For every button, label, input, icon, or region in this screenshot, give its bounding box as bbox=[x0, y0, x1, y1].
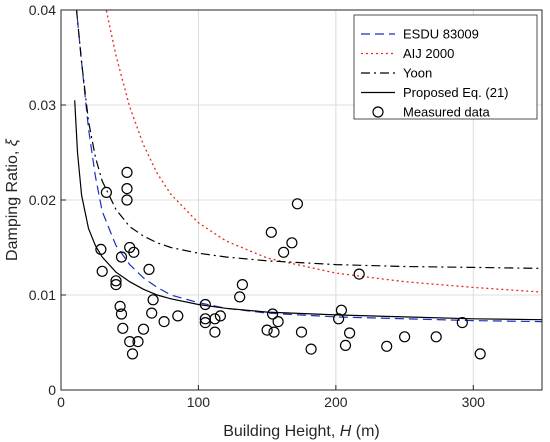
x-axis-label: Building Height, H (m) bbox=[223, 423, 380, 440]
x-tick-label: 100 bbox=[187, 394, 211, 410]
measured-data-point bbox=[399, 331, 411, 343]
x-axis-label-text: Building Height, bbox=[223, 423, 340, 440]
y-axis-label-text: Damping Ratio, bbox=[4, 146, 21, 261]
measured-data-point bbox=[267, 308, 279, 320]
measured-data-point bbox=[110, 279, 122, 291]
measured-data-point bbox=[121, 183, 133, 195]
measured-data-point bbox=[100, 186, 113, 198]
y-tick-label: 0.04 bbox=[29, 2, 56, 18]
measured-data-point bbox=[335, 304, 347, 316]
measured-data-point bbox=[172, 310, 184, 322]
measured-data-point bbox=[124, 336, 136, 348]
measured-data-point bbox=[236, 279, 248, 291]
measured-data-point bbox=[295, 326, 308, 338]
series-line-yoon bbox=[75, 10, 542, 269]
measured-data-point bbox=[117, 322, 129, 334]
measured-data-point bbox=[234, 291, 246, 303]
measured-data-point bbox=[137, 323, 150, 335]
y-axis-label: Damping Ratio, ξ bbox=[4, 138, 21, 261]
measured-data-point bbox=[96, 265, 108, 277]
measured-data-point bbox=[209, 326, 221, 338]
measured-data-point bbox=[474, 348, 486, 360]
legend-box bbox=[353, 14, 538, 120]
plot-frame bbox=[60, 9, 543, 391]
legend-label: Measured data bbox=[403, 105, 490, 120]
x-axis-label-variable: H bbox=[340, 423, 352, 440]
measured-data-point bbox=[214, 310, 226, 322]
measured-data-point bbox=[339, 339, 352, 351]
series-line-aij-2000 bbox=[105, 10, 542, 293]
y-tick-label: 0.03 bbox=[29, 97, 56, 113]
measured-data-point bbox=[121, 166, 133, 178]
measured-data-point bbox=[114, 300, 126, 312]
legend-label: Proposed Eq. (21) bbox=[403, 85, 509, 100]
measured-data-point bbox=[261, 324, 273, 336]
measured-data-point bbox=[126, 348, 139, 360]
legend-label: Yoon bbox=[403, 66, 432, 81]
legend: ESDU 83009 AIJ 2000 Yoon Proposed Eq. (21) M… bbox=[353, 14, 538, 120]
measured-data-point bbox=[199, 298, 211, 311]
series-line-esdu-83009 bbox=[75, 10, 542, 323]
measured-data-point bbox=[278, 246, 290, 258]
measured-data-point bbox=[199, 317, 211, 329]
legend-label: AIJ 2000 bbox=[403, 46, 454, 61]
legend-swatch-measured-data bbox=[372, 106, 384, 118]
y-tick-label: 0 bbox=[48, 382, 56, 398]
y-tick-label: 0.02 bbox=[29, 192, 56, 208]
measured-data-point bbox=[143, 263, 155, 275]
measured-data-point bbox=[95, 243, 107, 255]
y-axis-ticks: 0 0.01 0.02 0.03 0.04 bbox=[29, 2, 66, 398]
measured-data-point bbox=[209, 313, 221, 325]
measured-data-point bbox=[147, 294, 159, 306]
measured-data-point bbox=[291, 198, 303, 210]
measured-data-point bbox=[456, 317, 468, 329]
x-tick-label: 300 bbox=[462, 394, 486, 410]
measured-data-point bbox=[110, 275, 122, 287]
series-line-proposed-eq-21 bbox=[74, 100, 542, 321]
measured-data-point bbox=[430, 331, 442, 343]
measured-data-markers bbox=[95, 166, 486, 360]
measured-data-point bbox=[128, 246, 140, 258]
measured-data-point bbox=[381, 340, 393, 352]
measured-data-point bbox=[305, 343, 317, 355]
measured-data-point bbox=[353, 268, 365, 280]
series-lines bbox=[74, 10, 542, 323]
measured-data-point bbox=[146, 307, 158, 319]
measured-data-point bbox=[121, 194, 133, 206]
measured-data-point bbox=[115, 251, 128, 263]
measured-data-point bbox=[268, 326, 280, 338]
measured-data-point bbox=[158, 316, 170, 328]
x-tick-label: 0 bbox=[57, 394, 65, 410]
measured-data-point bbox=[286, 237, 298, 249]
y-axis-label-variable: ξ bbox=[4, 138, 21, 146]
measured-data-point bbox=[344, 327, 356, 339]
measured-data-point bbox=[132, 336, 144, 348]
x-tick-label: 200 bbox=[324, 394, 348, 410]
y-tick-label: 0.01 bbox=[29, 287, 56, 303]
measured-data-point bbox=[115, 308, 128, 320]
x-axis-label-unit: (m) bbox=[351, 423, 379, 440]
legend-label: ESDU 83009 bbox=[403, 27, 479, 42]
measured-data-point bbox=[265, 226, 277, 238]
measured-data-point bbox=[272, 316, 284, 328]
